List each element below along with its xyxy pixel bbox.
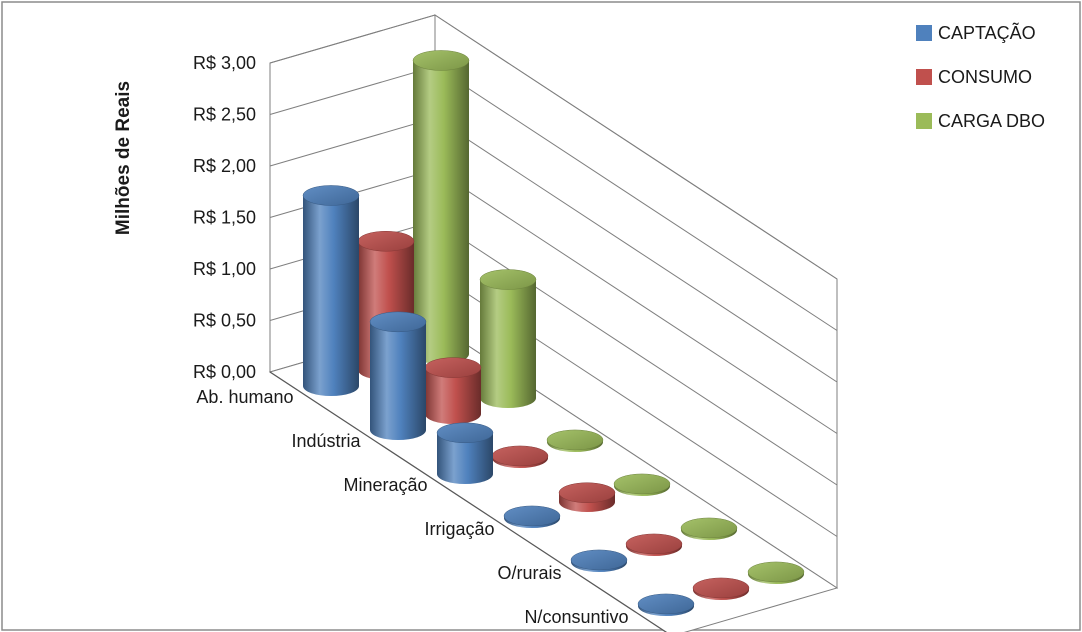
- bar-carga-dbo-0: [412, 50, 470, 364]
- y-tick-label: R$ 1,50: [193, 207, 256, 227]
- bar-top: [424, 357, 482, 378]
- legend-label: CARGA DBO: [938, 111, 1045, 131]
- legend-swatch: [916, 25, 932, 41]
- y-tick-label: R$ 3,00: [193, 53, 256, 73]
- bar-top: [747, 561, 805, 583]
- bar-top: [570, 549, 628, 571]
- legend-label: CAPTAÇÃO: [938, 22, 1036, 43]
- bar-body: [437, 432, 493, 484]
- bar-top: [546, 429, 604, 451]
- bar-carga-dbo-5: [747, 561, 805, 584]
- bar-top: [357, 231, 415, 252]
- category-label: Irrigação: [424, 519, 494, 539]
- legend: CAPTAÇÃO CONSUMO CARGA DBO: [916, 22, 1045, 131]
- bar-captação-4: [570, 549, 628, 572]
- category-labels: Ab. humano Indústria Mineração Irrigação O/r…: [196, 387, 628, 627]
- category-label: Ab. humano: [196, 387, 293, 407]
- bar-top: [613, 473, 671, 495]
- bar-captação-5: [637, 593, 695, 616]
- category-label: Mineração: [343, 475, 427, 495]
- bar-body: [303, 195, 359, 396]
- bar-top: [558, 482, 616, 503]
- bar-top: [436, 422, 494, 444]
- bar-top: [491, 445, 549, 467]
- legend-swatch: [916, 69, 932, 85]
- y-tick-label: R$ 2,50: [193, 104, 256, 124]
- bar-top: [503, 505, 561, 527]
- category-axis-line: [269, 371, 668, 632]
- bar-top: [625, 533, 683, 555]
- bar-captação-1: [369, 311, 427, 440]
- bars: [302, 50, 805, 616]
- bar-carga-dbo-1: [479, 269, 537, 408]
- category-label: N/consuntivo: [524, 607, 628, 627]
- bar-top: [692, 577, 750, 599]
- bar-body: [425, 367, 481, 424]
- bar-body: [370, 321, 426, 440]
- bar-captação-0: [302, 185, 360, 396]
- legend-swatch: [916, 113, 932, 129]
- bar-captação-2: [436, 422, 494, 484]
- bar-carga-dbo-4: [680, 517, 738, 540]
- bar-consumo-5: [692, 577, 750, 600]
- legend-label: CONSUMO: [938, 67, 1032, 87]
- bar-body: [480, 279, 536, 408]
- y-axis-title: Milhões de Reais: [113, 81, 134, 235]
- bar-top: [369, 311, 427, 333]
- bar-top: [479, 269, 537, 290]
- bar-carga-dbo-2: [546, 429, 604, 452]
- bar-consumo-1: [424, 357, 482, 424]
- y-axis-ticks: R$ 0,00 R$ 0,50 R$ 1,00 R$ 1,50 R$ 2,00 R$ 2,…: [193, 53, 256, 382]
- bar-consumo-4: [625, 533, 683, 556]
- bar-consumo-2: [491, 445, 549, 468]
- bar-top: [637, 593, 695, 615]
- y-tick-label: R$ 0,00: [193, 362, 256, 382]
- gridline: [269, 14, 838, 280]
- y-tick-label: R$ 1,00: [193, 259, 256, 279]
- bar-body: [413, 60, 469, 364]
- bar-top: [412, 50, 470, 71]
- bar-captação-3: [503, 505, 561, 528]
- bar-consumo-3: [558, 482, 616, 512]
- bar-top: [302, 185, 360, 206]
- bar-top: [680, 517, 738, 539]
- y-tick-label: R$ 2,00: [193, 156, 256, 176]
- category-label: O/rurais: [497, 563, 561, 583]
- bar-carga-dbo-3: [613, 473, 671, 496]
- y-tick-label: R$ 0,50: [193, 310, 256, 330]
- category-label: Indústria: [291, 431, 361, 451]
